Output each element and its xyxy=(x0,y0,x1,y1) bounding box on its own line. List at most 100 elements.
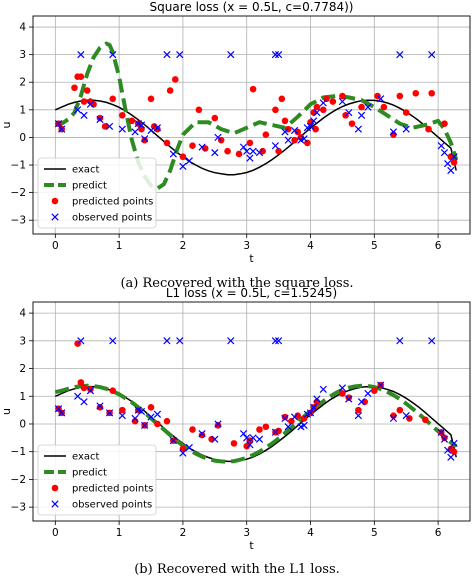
predicted-point xyxy=(275,427,282,435)
observed-point xyxy=(118,412,126,420)
predicted-point xyxy=(396,406,404,414)
observed-point xyxy=(354,125,362,133)
y-tick-label: −1 xyxy=(11,446,26,458)
predicted-point xyxy=(358,103,365,111)
observed-point xyxy=(249,147,257,155)
observed-point xyxy=(284,423,292,431)
predicted-point xyxy=(304,139,311,147)
predicted-point xyxy=(189,426,196,433)
chart-title: Square loss (x = 0.5L, c=0.7784)) xyxy=(150,0,354,14)
observed-point xyxy=(243,147,251,155)
observed-point xyxy=(141,135,149,143)
predicted-point xyxy=(224,147,231,155)
observed-point xyxy=(274,337,283,345)
predicted-point xyxy=(163,139,171,147)
predicted-point xyxy=(425,125,432,133)
chart-panel-1: 0 1 2 3 4 5 6 −3 −2 −1 0 1 2 3 4 t u Square loss (x = 0.5… xyxy=(0,0,471,265)
observed-point xyxy=(137,121,146,129)
predicted-point xyxy=(101,123,109,130)
predicted-point xyxy=(450,448,458,455)
predicted-point xyxy=(339,390,346,397)
observed-point xyxy=(211,148,219,157)
observed-point xyxy=(444,160,452,168)
observed-point xyxy=(74,106,82,114)
observed-point xyxy=(227,337,235,345)
predicted-point xyxy=(119,112,126,119)
predicted-point xyxy=(288,417,295,425)
legend-swatch-observed xyxy=(51,500,59,508)
predicted-point xyxy=(428,89,436,97)
x-tick-label: 2 xyxy=(180,240,187,252)
observed-point xyxy=(354,412,362,420)
observed-point xyxy=(214,420,222,428)
x-tick-label: 0 xyxy=(52,527,59,539)
y-tick-label: 0 xyxy=(19,132,26,144)
observed-point xyxy=(239,143,248,151)
observed-point xyxy=(77,337,85,345)
observed-point xyxy=(313,108,321,117)
predicted-point xyxy=(154,420,161,428)
legend-swatch-predicted xyxy=(51,197,59,205)
predicted-point xyxy=(214,422,222,429)
x-tick-label: 6 xyxy=(435,527,442,539)
x-tick-label: 3 xyxy=(243,527,250,539)
observed-point xyxy=(377,381,385,389)
predicted-point xyxy=(201,145,209,152)
observed-point xyxy=(147,126,155,135)
y-tick-label: 4 xyxy=(19,22,26,34)
caption-b: (b) Recovered with the L1 loss. xyxy=(134,562,340,577)
observed-point xyxy=(211,435,219,443)
predicted-point xyxy=(275,147,282,155)
observed-point xyxy=(153,124,162,132)
observed-point xyxy=(377,95,385,103)
predicted-point xyxy=(109,387,117,395)
predicted-point xyxy=(179,445,187,453)
observed-point xyxy=(176,337,184,345)
y-tick-label: 3 xyxy=(19,335,26,347)
predicted-point xyxy=(80,98,88,105)
y-tick-label: −3 xyxy=(11,215,26,227)
observed-point xyxy=(163,337,171,345)
observed-point xyxy=(131,128,139,136)
observed-point xyxy=(179,449,187,457)
predicted-point xyxy=(246,139,254,147)
observed-point xyxy=(402,412,410,420)
y-tick-label: 1 xyxy=(19,391,26,403)
predicted-point xyxy=(235,150,243,158)
predicted-point xyxy=(109,95,117,103)
legend: exact predict predicted points observed poi… xyxy=(37,157,157,229)
observed-point xyxy=(444,446,452,454)
legend-swatch-predicted xyxy=(51,484,59,492)
legend-box xyxy=(37,157,157,229)
predicted-point xyxy=(396,92,404,100)
predicted-point xyxy=(319,106,327,114)
observed-point xyxy=(271,337,280,345)
observed-point xyxy=(364,103,372,111)
x-tick-label: 1 xyxy=(116,527,123,539)
observed-point xyxy=(198,430,206,438)
predicted-point xyxy=(119,406,126,414)
predicted-point xyxy=(163,417,171,425)
observed-point xyxy=(440,435,449,443)
observed-point xyxy=(319,385,327,393)
y-axis-label: u xyxy=(0,408,13,415)
observed-point xyxy=(131,414,139,423)
observed-point xyxy=(447,453,455,461)
observed-point xyxy=(357,111,366,119)
predicted-point xyxy=(147,95,155,103)
predicted-point xyxy=(249,85,257,93)
observed-point xyxy=(243,434,251,442)
observed-point xyxy=(364,389,372,398)
observed-point xyxy=(118,125,126,133)
y-tick-label: 3 xyxy=(19,49,26,61)
caption-a: (a) Recovered with the square loss. xyxy=(120,276,354,291)
observed-point xyxy=(310,117,318,125)
observed-point xyxy=(281,128,289,136)
predicted-point xyxy=(329,98,337,105)
observed-point xyxy=(198,143,206,151)
predicted-point xyxy=(339,92,346,100)
observed-point xyxy=(281,414,289,423)
observed-point xyxy=(338,384,347,392)
series-line-predict xyxy=(54,383,458,464)
